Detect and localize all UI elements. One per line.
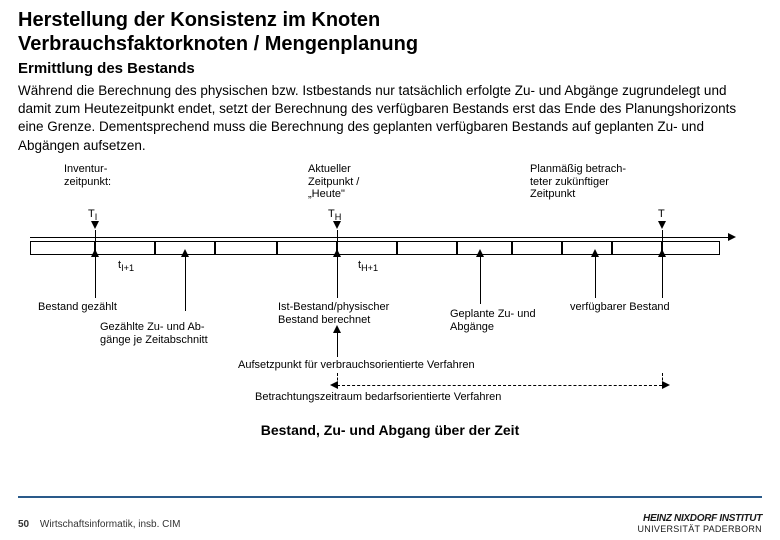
th: T	[328, 208, 335, 220]
box-1	[95, 241, 155, 255]
v-ib	[337, 256, 338, 298]
au-auf	[333, 325, 341, 333]
lbl-geplante: Geplante Zu- undAbgänge	[450, 308, 536, 333]
box-7	[457, 241, 512, 255]
li1-sub: I+1	[121, 263, 134, 273]
logo-line2: UNIVERSITÄT PADERBORN	[638, 524, 763, 534]
t: T	[658, 208, 665, 220]
lbl-inventur: Inventur-zeitpunkt:	[64, 163, 111, 188]
logo-line1: HEINZ NIXDORF INSTITUT	[638, 513, 763, 524]
title-line1: Herstellung der Konsistenz im Knoten	[18, 8, 762, 32]
baseline	[30, 237, 730, 238]
box-3	[215, 241, 277, 255]
lbl-verfugbarer: verfügbarer Bestand	[570, 301, 670, 314]
subtitle: Ermittlung des Bestands	[18, 60, 762, 77]
lbl-aktueller: AktuellerZeitpunkt /„Heute"	[308, 163, 359, 201]
au-gz	[181, 249, 189, 257]
v-gz	[185, 256, 186, 311]
lbl-betrachtung: Betrachtungszeitraum bedarfsorientierte …	[255, 391, 501, 404]
v-vb	[595, 256, 596, 298]
au-ib	[333, 249, 341, 257]
dash-ar	[662, 381, 670, 389]
v-gp	[480, 256, 481, 304]
lbl-aufsetzpunkt: Aufsetzpunkt für verbrauchsorientierte V…	[238, 359, 475, 372]
institute-logo: HEINZ NIXDORF INSTITUT UNIVERSITÄT PADER…	[638, 513, 763, 534]
box-4	[277, 241, 337, 255]
au-gp	[476, 249, 484, 257]
baseline-arrow	[728, 233, 736, 241]
v-bg	[95, 256, 96, 298]
ti: T	[88, 208, 95, 220]
box-8	[512, 241, 562, 255]
box-5	[337, 241, 397, 255]
dash-al	[330, 381, 338, 389]
caption: Bestand, Zu- und Abgang über der Zeit	[18, 422, 762, 438]
arr-th	[333, 221, 341, 229]
arr-ti	[91, 221, 99, 229]
au-bg	[91, 249, 99, 257]
lbl-plan: Planmäßig betrach-teter zukünftigerZeitp…	[530, 163, 626, 201]
dash-h	[337, 385, 662, 386]
lbl-ist-bestand: Ist-Bestand/physischerBestand berechnet	[278, 301, 389, 326]
box-11	[662, 241, 720, 255]
title-line2: Verbrauchsfaktorknoten / Mengenplanung	[18, 32, 762, 56]
box-9	[562, 241, 612, 255]
v-auf	[337, 331, 338, 357]
lbl-gezahlte: Gezählte Zu- und Ab-gänge je Zeitabschni…	[100, 321, 208, 346]
box-6	[397, 241, 457, 255]
footer: 50 Wirtschaftsinformatik, insb. CIM	[18, 519, 181, 530]
footer-line	[18, 496, 762, 498]
lh1-sub: H+1	[361, 263, 378, 273]
timeline-diagram: Inventur-zeitpunkt: AktuellerZeitpunkt /…	[30, 163, 750, 418]
au-vb	[591, 249, 599, 257]
au-vb2	[658, 249, 666, 257]
footer-text: Wirtschaftsinformatik, insb. CIM	[40, 519, 181, 530]
box-10	[612, 241, 662, 255]
arr-t	[658, 221, 666, 229]
body-text: Während die Berechnung des physischen bz…	[18, 82, 762, 155]
lbl-bestand-gezahlt: Bestand gezählt	[38, 301, 117, 314]
box-0	[30, 241, 95, 255]
page-number: 50	[18, 519, 29, 530]
v-vb2	[662, 256, 663, 298]
